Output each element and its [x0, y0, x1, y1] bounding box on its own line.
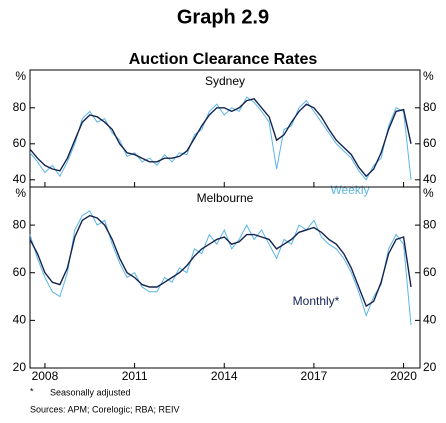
panel-frame [29, 186, 421, 369]
series-line [29, 96, 412, 181]
x-tick-label: 2017 [301, 369, 328, 383]
x-tick-label: 2011 [122, 369, 148, 383]
y-unit-left: % [15, 69, 26, 83]
panel-title: Melbourne [197, 191, 254, 205]
chart-subtitle: Auction Clearance Rates [129, 51, 318, 68]
y-tick-label-right: 80 [423, 100, 437, 114]
y-tick-label-right: 20 [423, 360, 437, 374]
y-tick-label-right: 80 [423, 217, 437, 231]
y-unit-right: % [423, 186, 434, 200]
x-tick-label: 2014 [211, 369, 238, 383]
y-tick-label-right: 40 [423, 313, 437, 327]
x-tick-label: 2008 [32, 369, 59, 383]
series-line [29, 214, 412, 308]
y-tick-label: 40 [13, 313, 27, 327]
y-tick-label: 80 [13, 217, 27, 231]
chart-title: Graph 2.9 [177, 6, 269, 28]
y-tick-label: 60 [13, 265, 27, 279]
series-line [29, 210, 412, 326]
series-line [29, 98, 412, 178]
y-tick-label-right: 60 [423, 136, 437, 150]
y-tick-label: 80 [13, 100, 27, 114]
annotation: Weekly [330, 183, 369, 197]
y-unit-right: % [423, 69, 434, 83]
x-tick-label: 2020 [390, 369, 417, 383]
y-unit-left: % [15, 186, 26, 200]
y-tick-label-right: 60 [423, 265, 437, 279]
panel-title: Sydney [205, 74, 245, 88]
y-tick-label-right: 40 [423, 172, 437, 186]
y-tick-label: 40 [13, 172, 27, 186]
y-tick-label: 20 [13, 360, 27, 374]
y-tick-label: 60 [13, 136, 27, 150]
footnote-marker: * [30, 386, 34, 396]
footnote: Seasonally adjusted [50, 387, 131, 397]
sources: Sources: APM; Corelogic; RBA; REIV [30, 404, 180, 414]
annotation: Monthly* [293, 294, 340, 308]
